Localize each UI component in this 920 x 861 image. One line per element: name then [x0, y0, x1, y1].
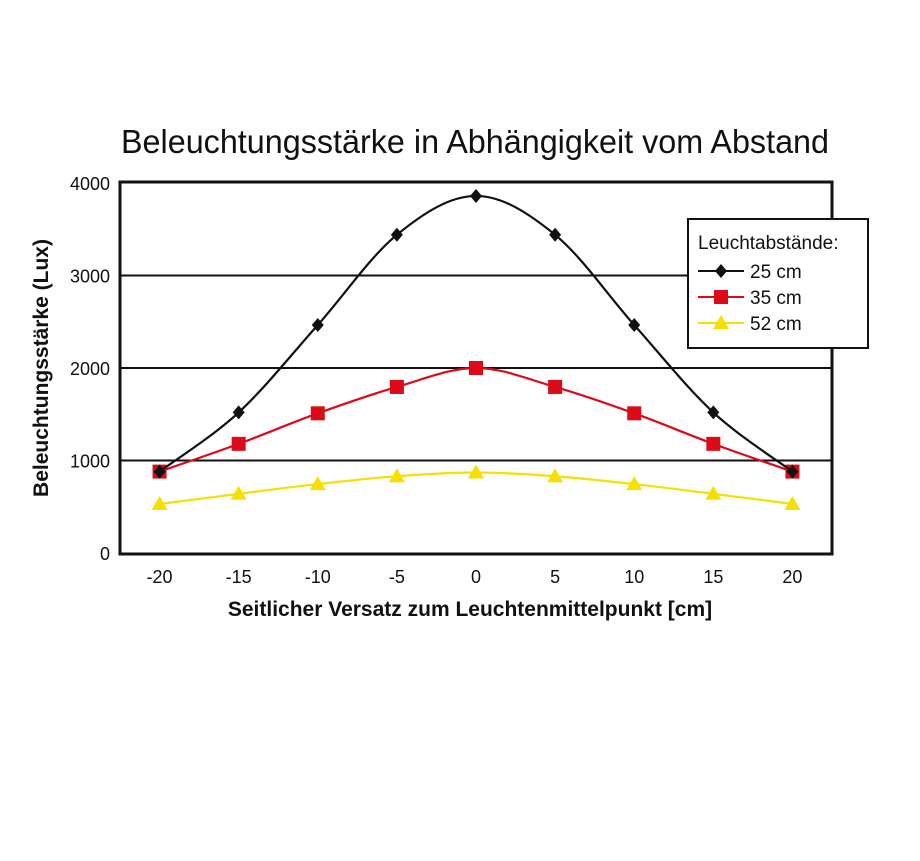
triangle-marker — [468, 464, 484, 479]
triangle-marker — [151, 495, 168, 510]
diamond-marker — [786, 464, 799, 479]
triangle-marker — [547, 468, 564, 483]
legend: Leuchtabstände: 25 cm 35 cm 52 cm — [687, 218, 869, 349]
square-marker — [706, 436, 721, 451]
x-tick-label: 5 — [550, 567, 560, 587]
square-marker — [469, 361, 483, 375]
triangle-marker — [230, 485, 247, 500]
series-line — [159, 366, 793, 473]
triangle-marker — [388, 468, 405, 483]
x-tick-label: 10 — [624, 567, 644, 587]
series-52-cm — [151, 464, 801, 510]
x-tick-label: 15 — [703, 567, 723, 587]
diamond-marker — [470, 188, 482, 203]
plot-frame — [118, 180, 834, 556]
legend-label: 25 cm — [750, 262, 802, 283]
diamond-marker — [628, 317, 641, 332]
square-marker — [627, 406, 642, 421]
y-axis-label: Beleuchtungsstärke (Lux) — [30, 239, 53, 497]
legend-item: 52 cm — [698, 314, 802, 335]
y-tick-label: 2000 — [70, 359, 110, 379]
square-marker — [231, 436, 246, 451]
square-marker — [548, 379, 563, 394]
triangle-marker — [784, 495, 801, 510]
diamond-marker — [549, 227, 562, 242]
y-tick-label: 3000 — [70, 267, 110, 287]
x-tick-label: -10 — [305, 567, 331, 587]
legend-label: 52 cm — [750, 314, 802, 335]
triangle-marker — [705, 485, 722, 500]
x-tick-label: 0 — [471, 567, 481, 587]
triangle-marker — [309, 476, 326, 491]
legend-label: 35 cm — [750, 288, 802, 309]
square-marker — [310, 406, 325, 421]
y-tick-label: 1000 — [70, 452, 110, 472]
y-tick-label: 4000 — [70, 174, 110, 194]
legend-diamond-icon — [715, 264, 727, 278]
x-axis-label: Seitlicher Versatz zum Leuchtenmittelpun… — [228, 598, 712, 621]
legend-triangle-icon — [713, 315, 729, 329]
chart-title: Beleuchtungsstärke in Abhängigkeit vom A… — [121, 123, 829, 160]
x-tick-label: 20 — [782, 567, 802, 587]
legend-title: Leuchtabstände: — [698, 233, 839, 254]
diamond-marker — [707, 405, 720, 420]
legend-square-icon — [714, 290, 728, 304]
x-tick-label: -15 — [226, 567, 252, 587]
series-25-cm — [153, 188, 799, 479]
x-tick-label: -20 — [147, 567, 173, 587]
triangle-marker — [626, 476, 643, 491]
y-tick-label: 0 — [100, 544, 110, 564]
square-marker — [389, 379, 404, 394]
x-tick-label: -5 — [389, 567, 405, 587]
legend-item: 25 cm — [698, 262, 802, 283]
diamond-marker — [232, 405, 245, 420]
diamond-marker — [390, 227, 403, 242]
diamond-marker — [153, 464, 166, 479]
diamond-marker — [311, 317, 324, 332]
legend-item: 35 cm — [698, 288, 802, 309]
